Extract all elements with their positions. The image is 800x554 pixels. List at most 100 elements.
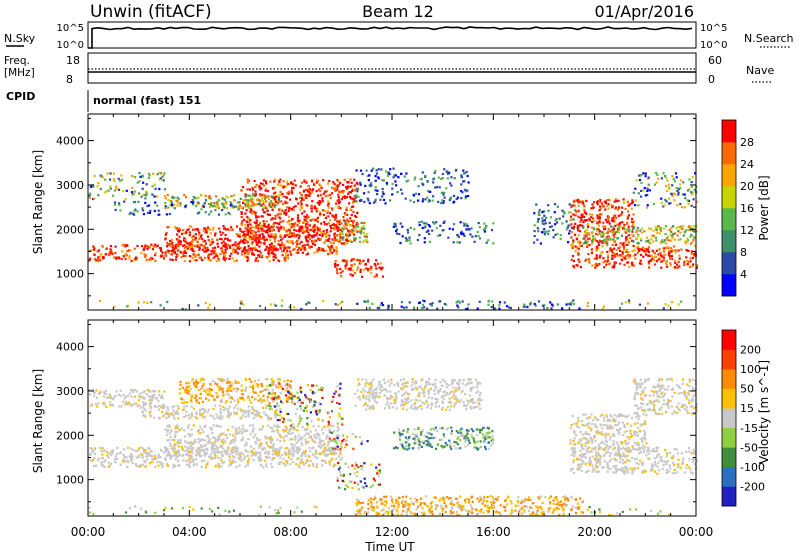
echo-cell [665,200,668,203]
echo-cell [298,246,301,250]
echo-cell [141,175,144,178]
echo-cell [213,417,216,420]
echo-cell [222,244,226,247]
echo-cell [248,194,251,197]
echo-cell [263,400,266,403]
echo-cell [183,244,186,247]
echo-cell [334,445,337,448]
echo-cell [643,186,646,190]
echo-cell [434,186,437,189]
echo-cell [689,235,692,238]
echo-cell [170,253,173,256]
echo-cell [232,243,235,246]
echo-cell [226,387,230,390]
echo-cell [644,172,647,175]
echo-cell [654,236,657,239]
echo-cell [665,262,668,265]
echo-cell [303,463,306,466]
echo-cell [235,251,238,254]
echo-cell [244,238,247,241]
echo-cell [109,245,113,248]
echo-cell [164,413,167,416]
echo-cell [328,234,331,237]
echo-cell [183,193,186,197]
echo-cell [278,382,281,385]
echo-cell [210,202,213,205]
echo-cell [400,301,403,304]
echo-cell [99,446,102,450]
echo-cell [264,205,267,208]
echo-cell [170,447,173,450]
echo-cell [350,213,353,217]
echo-cell [184,196,188,199]
echo-cell [262,211,265,214]
echo-cell [282,429,285,432]
echo-cell [294,222,297,225]
echo-cell [644,194,647,197]
echo-cell [145,393,148,396]
echo-cell [233,441,236,444]
station-title: Unwin (fitACF) [90,2,212,22]
echo-cell [297,237,300,240]
echo-cell [258,234,261,237]
echo-cell [301,436,304,439]
echo-cell [235,453,238,456]
echo-cell [237,398,240,401]
echo-cell [89,192,92,195]
echo-cell [306,214,309,217]
echo-cell [686,237,689,240]
echo-cell [143,253,146,256]
echo-cell [282,220,285,223]
echo-region [240,178,359,245]
echo-cell [190,444,193,447]
echo-cell [349,195,352,199]
echo-cell [332,450,336,453]
echo-cell [624,237,628,240]
echo-cell [198,381,202,384]
echo-cell [203,239,207,242]
echo-cell [240,459,243,462]
echo-cell [240,384,243,387]
echo-cell [679,186,682,190]
echo-cell [92,394,96,397]
echo-cell [312,405,315,408]
echo-cell [236,201,239,204]
echo-cell [669,264,672,267]
echo-cell [245,204,248,207]
echo-cell [453,177,456,180]
echo-cell [249,445,252,448]
echo-cell [158,417,162,420]
echo-cell [229,433,232,436]
echo-cell [694,172,697,175]
echo-cell [159,248,163,251]
echo-cell [182,239,185,242]
echo-cell [287,456,291,459]
echo-cell [662,172,665,175]
echo-cell [340,242,343,245]
echo-cell [621,250,624,254]
echo-cell [459,221,462,224]
echo-cell [206,228,209,231]
echo-cell [215,464,218,467]
echo-cell [274,247,277,250]
echo-cell [674,261,677,264]
echo-cell [312,462,315,465]
echo-cell [137,301,140,304]
echo-cell [261,182,264,186]
echo-cell [612,238,615,241]
echo-cell [291,425,294,428]
echo-cell [316,220,319,223]
echo-cell [405,239,408,243]
echo-cell [263,194,267,197]
echo-cell [660,197,663,200]
echo-cell [306,221,309,224]
echo-cell [277,202,280,205]
echo-cell [577,234,580,237]
echo-cell [342,241,346,245]
echo-cell [598,243,601,247]
echo-cell [258,221,262,224]
echo-cell [579,200,582,203]
echo-cell [349,191,353,194]
echo-cell [345,259,348,262]
echo-cell [339,387,342,390]
